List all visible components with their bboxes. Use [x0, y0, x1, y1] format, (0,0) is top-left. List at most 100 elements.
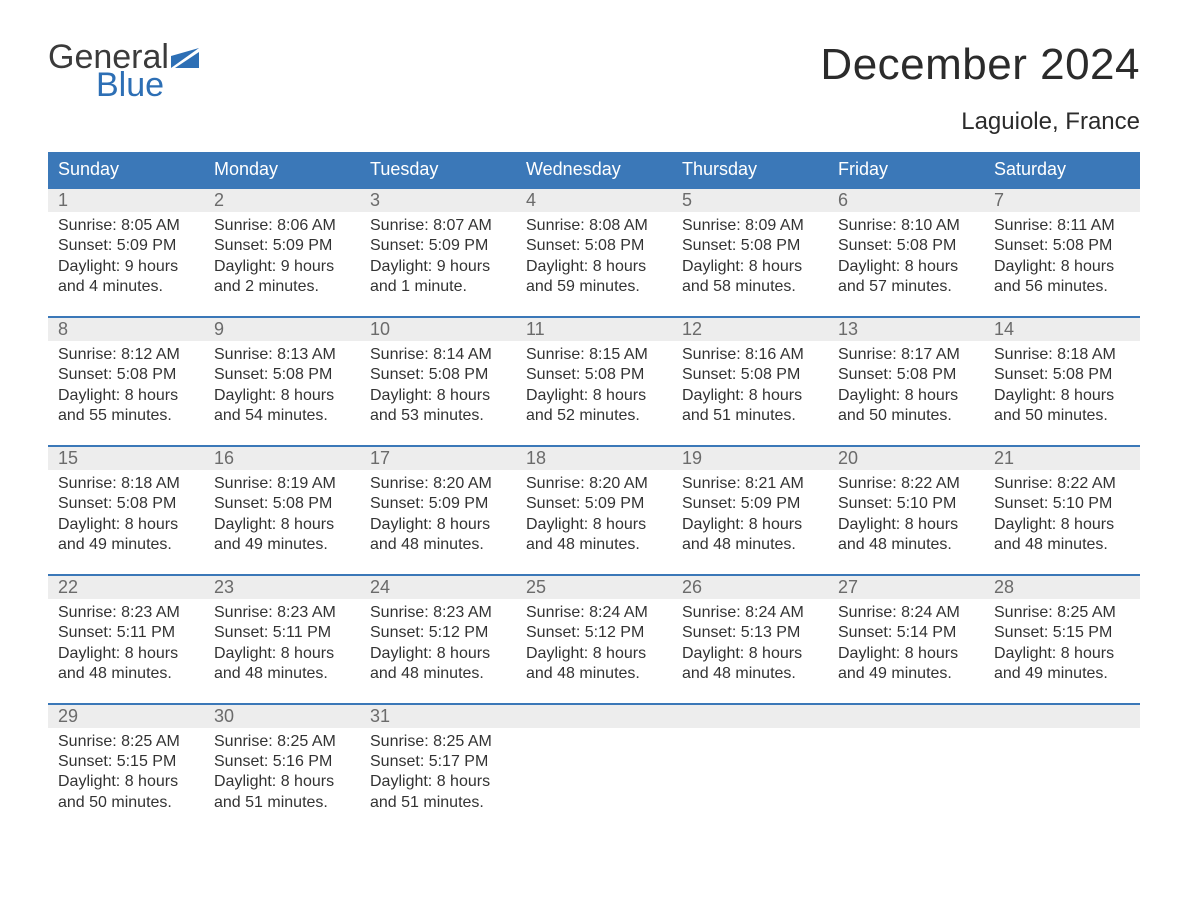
day-cell [516, 728, 672, 814]
daylight-text-1: Daylight: 8 hours [58, 644, 194, 664]
sunrise-text: Sunrise: 8:07 AM [370, 216, 506, 236]
sunrise-text: Sunrise: 8:23 AM [214, 603, 350, 623]
daylight-text-1: Daylight: 8 hours [682, 257, 818, 277]
sunrise-text: Sunrise: 8:23 AM [58, 603, 194, 623]
daylight-text-2: and 51 minutes. [214, 793, 350, 813]
day-cell: Sunrise: 8:22 AMSunset: 5:10 PMDaylight:… [828, 470, 984, 556]
flag-icon [171, 48, 199, 68]
sunset-text: Sunset: 5:08 PM [214, 494, 350, 514]
day-cell: Sunrise: 8:25 AMSunset: 5:17 PMDaylight:… [360, 728, 516, 814]
day-number: 14 [984, 318, 1140, 341]
sunrise-text: Sunrise: 8:06 AM [214, 216, 350, 236]
daylight-text-1: Daylight: 8 hours [838, 257, 974, 277]
daylight-text-1: Daylight: 8 hours [58, 772, 194, 792]
day-number: 26 [672, 576, 828, 599]
sunset-text: Sunset: 5:12 PM [526, 623, 662, 643]
daylight-text-1: Daylight: 8 hours [838, 386, 974, 406]
sunrise-text: Sunrise: 8:14 AM [370, 345, 506, 365]
week: 22232425262728Sunrise: 8:23 AMSunset: 5:… [48, 574, 1140, 685]
daylight-text-1: Daylight: 8 hours [994, 257, 1130, 277]
day-number: 22 [48, 576, 204, 599]
day-number: 21 [984, 447, 1140, 470]
dow-cell: Wednesday [516, 152, 672, 187]
day-number [672, 705, 828, 728]
day-number: 17 [360, 447, 516, 470]
week: 891011121314Sunrise: 8:12 AMSunset: 5:08… [48, 316, 1140, 427]
day-number: 10 [360, 318, 516, 341]
daylight-text-2: and 50 minutes. [58, 793, 194, 813]
daynum-row: 891011121314 [48, 318, 1140, 341]
sunrise-text: Sunrise: 8:25 AM [994, 603, 1130, 623]
daylight-text-2: and 48 minutes. [214, 664, 350, 684]
daylight-text-2: and 48 minutes. [838, 535, 974, 555]
daylight-text-1: Daylight: 8 hours [214, 386, 350, 406]
sunrise-text: Sunrise: 8:13 AM [214, 345, 350, 365]
daylight-text-1: Daylight: 8 hours [838, 515, 974, 535]
sunrise-text: Sunrise: 8:23 AM [370, 603, 506, 623]
daylight-text-2: and 49 minutes. [838, 664, 974, 684]
sunset-text: Sunset: 5:15 PM [994, 623, 1130, 643]
daylight-text-1: Daylight: 8 hours [370, 386, 506, 406]
day-cell: Sunrise: 8:17 AMSunset: 5:08 PMDaylight:… [828, 341, 984, 427]
day-number: 8 [48, 318, 204, 341]
daylight-text-1: Daylight: 8 hours [526, 644, 662, 664]
daylight-text-2: and 54 minutes. [214, 406, 350, 426]
day-number: 23 [204, 576, 360, 599]
daylight-text-1: Daylight: 8 hours [682, 386, 818, 406]
sunset-text: Sunset: 5:10 PM [838, 494, 974, 514]
daylight-text-1: Daylight: 8 hours [370, 515, 506, 535]
day-cell: Sunrise: 8:24 AMSunset: 5:14 PMDaylight:… [828, 599, 984, 685]
dow-cell: Tuesday [360, 152, 516, 187]
day-cell: Sunrise: 8:20 AMSunset: 5:09 PMDaylight:… [360, 470, 516, 556]
dow-cell: Monday [204, 152, 360, 187]
day-cell [672, 728, 828, 814]
day-number: 25 [516, 576, 672, 599]
sunrise-text: Sunrise: 8:10 AM [838, 216, 974, 236]
week: 293031Sunrise: 8:25 AMSunset: 5:15 PMDay… [48, 703, 1140, 814]
daylight-text-1: Daylight: 8 hours [370, 772, 506, 792]
daylight-text-2: and 55 minutes. [58, 406, 194, 426]
daylight-text-2: and 49 minutes. [214, 535, 350, 555]
daylight-text-2: and 50 minutes. [838, 406, 974, 426]
sunset-text: Sunset: 5:16 PM [214, 752, 350, 772]
day-cell: Sunrise: 8:07 AMSunset: 5:09 PMDaylight:… [360, 212, 516, 298]
title-block: December 2024 Laguiole, France [820, 40, 1140, 146]
sunrise-text: Sunrise: 8:24 AM [838, 603, 974, 623]
sunrise-text: Sunrise: 8:15 AM [526, 345, 662, 365]
daylight-text-1: Daylight: 8 hours [58, 515, 194, 535]
daynum-row: 15161718192021 [48, 447, 1140, 470]
sunset-text: Sunset: 5:09 PM [682, 494, 818, 514]
sunset-text: Sunset: 5:10 PM [994, 494, 1130, 514]
day-cell: Sunrise: 8:18 AMSunset: 5:08 PMDaylight:… [984, 341, 1140, 427]
daynum-row: 1234567 [48, 189, 1140, 212]
day-cell [984, 728, 1140, 814]
day-cell: Sunrise: 8:06 AMSunset: 5:09 PMDaylight:… [204, 212, 360, 298]
daylight-text-2: and 48 minutes. [682, 535, 818, 555]
sunrise-text: Sunrise: 8:25 AM [370, 732, 506, 752]
day-number: 12 [672, 318, 828, 341]
day-cell: Sunrise: 8:23 AMSunset: 5:11 PMDaylight:… [48, 599, 204, 685]
day-number: 15 [48, 447, 204, 470]
day-cell: Sunrise: 8:12 AMSunset: 5:08 PMDaylight:… [48, 341, 204, 427]
daylight-text-2: and 48 minutes. [58, 664, 194, 684]
day-cell: Sunrise: 8:05 AMSunset: 5:09 PMDaylight:… [48, 212, 204, 298]
brand-word2: Blue [48, 68, 199, 102]
sunrise-text: Sunrise: 8:09 AM [682, 216, 818, 236]
week: 1234567Sunrise: 8:05 AMSunset: 5:09 PMDa… [48, 187, 1140, 298]
daylight-text-1: Daylight: 9 hours [370, 257, 506, 277]
days-of-week-header: SundayMondayTuesdayWednesdayThursdayFrid… [48, 152, 1140, 187]
daylight-text-1: Daylight: 9 hours [58, 257, 194, 277]
sunset-text: Sunset: 5:09 PM [370, 236, 506, 256]
daylight-text-1: Daylight: 8 hours [370, 644, 506, 664]
day-cell: Sunrise: 8:15 AMSunset: 5:08 PMDaylight:… [516, 341, 672, 427]
sunrise-text: Sunrise: 8:22 AM [838, 474, 974, 494]
daylight-text-1: Daylight: 8 hours [58, 386, 194, 406]
day-cell: Sunrise: 8:21 AMSunset: 5:09 PMDaylight:… [672, 470, 828, 556]
brand-logo: General Blue [48, 40, 199, 102]
sunrise-text: Sunrise: 8:20 AM [370, 474, 506, 494]
day-number: 6 [828, 189, 984, 212]
daylight-text-2: and 48 minutes. [682, 664, 818, 684]
dow-cell: Sunday [48, 152, 204, 187]
sunset-text: Sunset: 5:13 PM [682, 623, 818, 643]
day-number: 16 [204, 447, 360, 470]
